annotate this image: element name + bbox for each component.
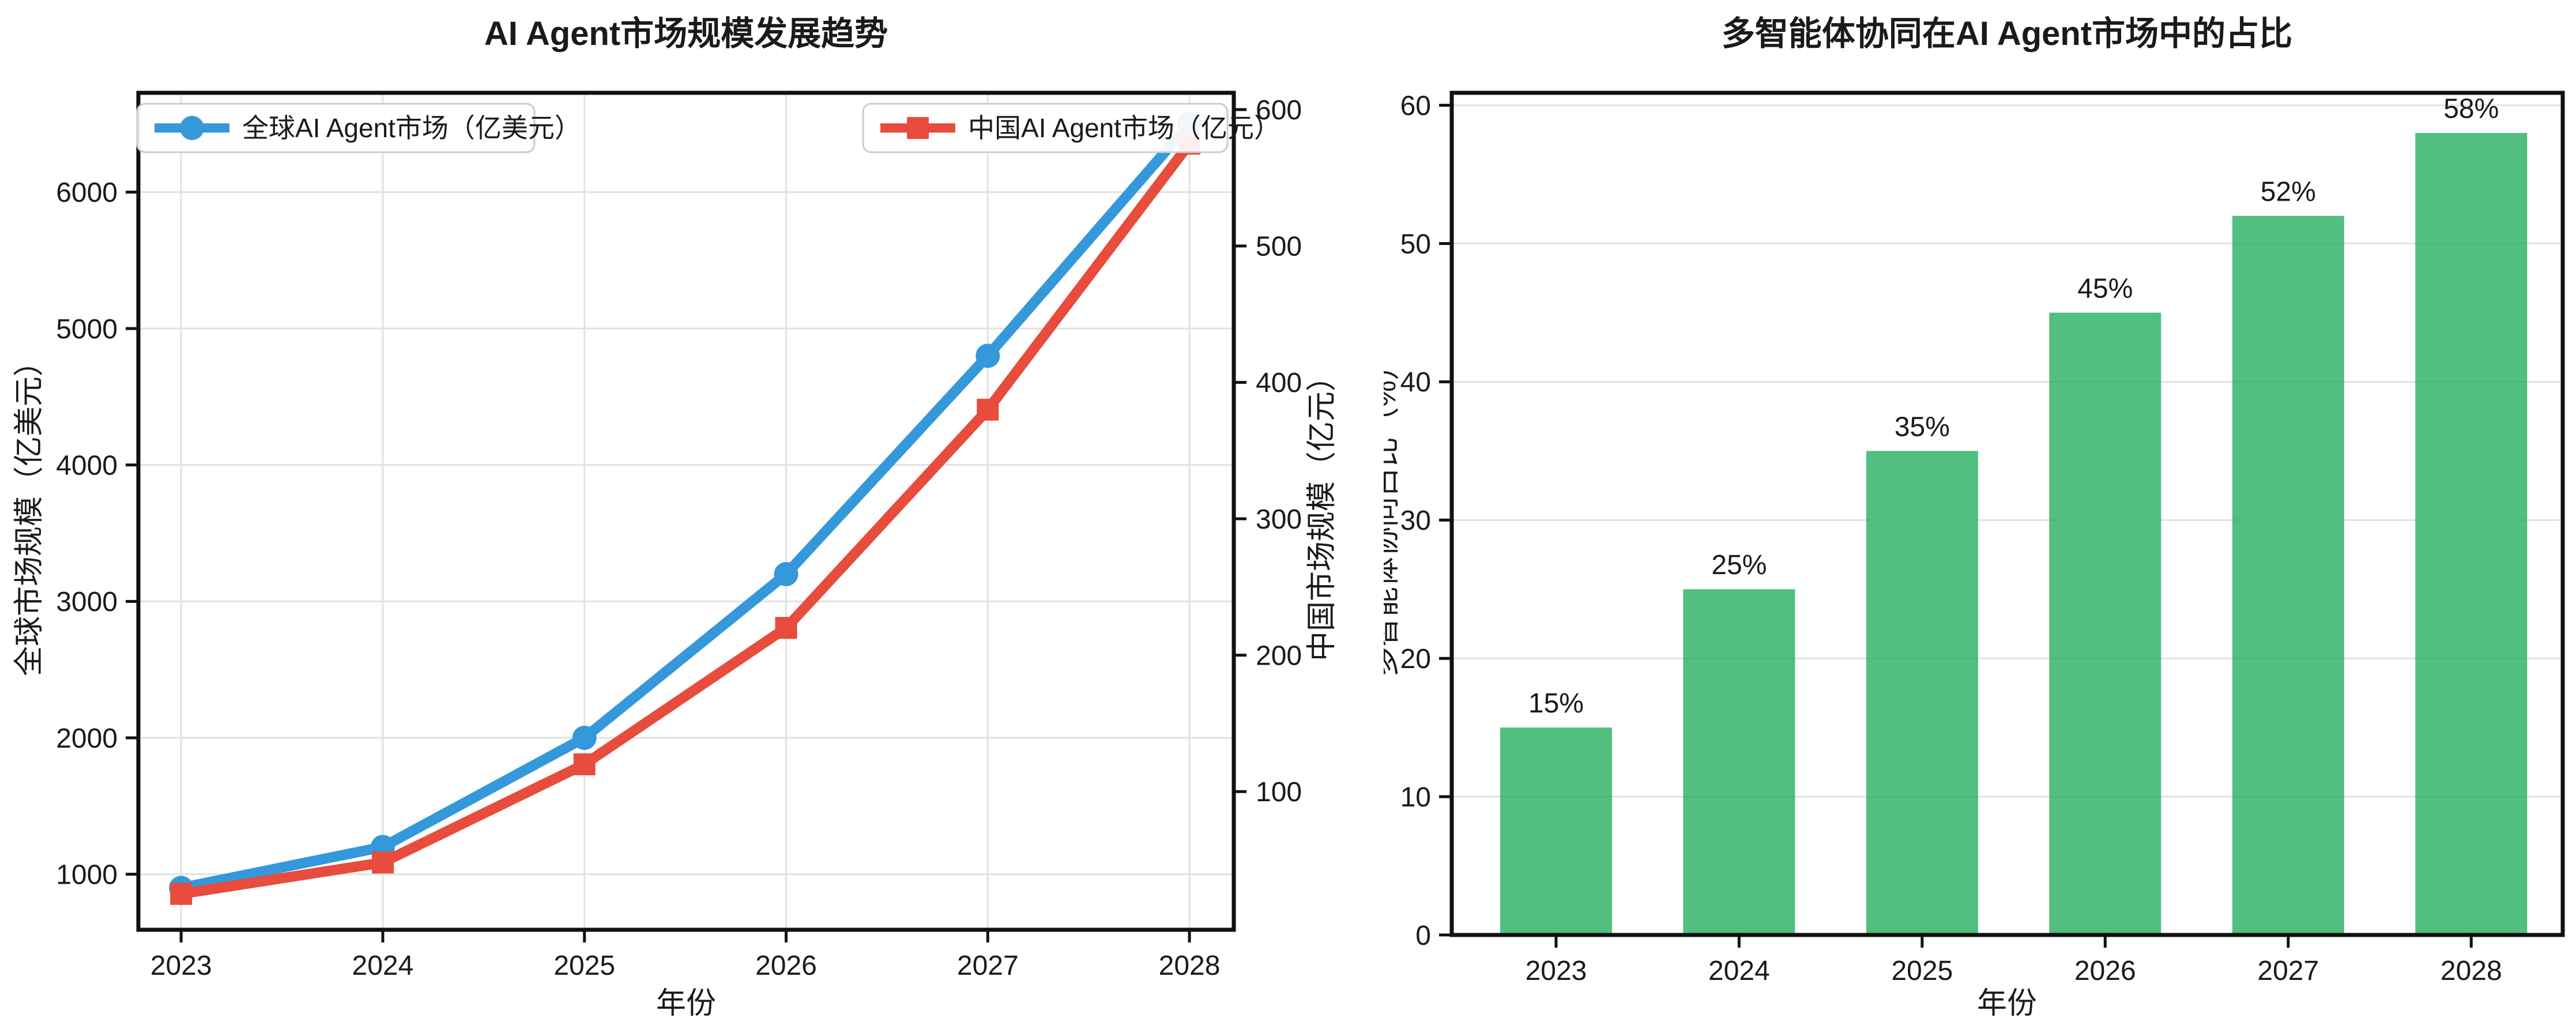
right-chart-axes: 0 10 20 30 40 50 60 2023 2024 2025 2026 2027 2028 <box>1400 90 2502 986</box>
bar-value-label: 52% <box>2261 177 2316 208</box>
y-tick-label: 50 <box>1400 229 1431 259</box>
y-tick-label-left: 3000 <box>56 587 118 617</box>
x-tick-label: 2024 <box>352 951 414 981</box>
bar-value-label: 25% <box>1711 550 1767 580</box>
data-point-china <box>977 398 999 421</box>
data-point-global <box>976 344 1000 368</box>
y-tick-label-right: 500 <box>1256 232 1302 262</box>
bar <box>2232 216 2344 935</box>
legend-china-marker-icon <box>907 117 929 139</box>
left-plot-border <box>136 90 1236 932</box>
y-tick-label-left: 5000 <box>56 314 118 345</box>
x-tick-label: 2023 <box>1526 956 1587 986</box>
bar <box>1683 589 1795 935</box>
y-tick-label: 0 <box>1415 921 1431 951</box>
bar-value-label: 35% <box>1895 412 1950 442</box>
data-point-global <box>774 561 799 586</box>
left-chart: 1000 2000 3000 4000 5000 6000 100 200 300 400 500 6… <box>13 15 1339 1020</box>
left-chart-title: AI Agent市场规模发展趋势 <box>484 15 888 52</box>
data-point-china <box>371 851 394 874</box>
y-tick-label-left: 2000 <box>56 723 118 754</box>
right-chart-grid <box>1452 104 2563 798</box>
y-tick-label: 60 <box>1400 90 1431 121</box>
legend-china: 中国AI Agent市场（亿元） <box>862 103 1281 153</box>
data-point-china <box>170 883 193 905</box>
bar-value-label: 45% <box>2077 273 2133 304</box>
legend-china-label: 中国AI Agent市场（亿元） <box>968 113 1281 143</box>
line-global <box>180 120 1193 893</box>
right-chart-xlabel: 年份 <box>1977 987 2037 1020</box>
bar <box>2049 312 2161 935</box>
x-tick-label: 2027 <box>957 951 1019 981</box>
y-tick-label-right: 400 <box>1256 368 1302 398</box>
y-tick-label-right: 100 <box>1256 777 1302 808</box>
bar <box>1866 451 1978 935</box>
x-tick-label: 2024 <box>1708 956 1770 986</box>
left-chart-xlabel: 年份 <box>656 987 716 1020</box>
left-chart-ylabel-left: 全球市场规模（亿美元） <box>13 346 46 676</box>
right-chart-title: 多智能体协同在AI Agent市场中的占比 <box>1722 15 2292 52</box>
y-tick-label-left: 1000 <box>56 859 118 890</box>
right-chart: 15% 25% 35% 45% 52% 58% 0 10 20 30 40 50 60 2023 2024… <box>1384 15 2565 1020</box>
x-tick-label: 2028 <box>1159 951 1221 981</box>
data-point-global <box>572 725 597 750</box>
left-chart-axes: 1000 2000 3000 4000 5000 6000 100 200 300 400 500 6… <box>56 95 1302 981</box>
legend-global-label: 全球AI Agent市场（亿美元） <box>242 113 581 143</box>
y-tick-label: 10 <box>1400 782 1431 813</box>
left-chart-grid <box>138 93 1234 930</box>
data-point-china <box>775 617 797 639</box>
x-tick-label: 2026 <box>2074 956 2136 986</box>
legend-global-marker-icon <box>180 116 204 140</box>
x-tick-label: 2027 <box>2257 956 2319 986</box>
right-plot-border <box>1449 90 2565 937</box>
bar <box>2415 133 2528 936</box>
legend-global: 全球AI Agent市场（亿美元） <box>136 103 581 153</box>
left-chart-series <box>169 111 1202 905</box>
y-tick-label-right: 600 <box>1256 95 1302 126</box>
bar <box>1500 727 1612 935</box>
y-tick-label: 40 <box>1400 367 1431 398</box>
y-tick-label-right: 200 <box>1256 640 1302 671</box>
right-chart-ylabel: 多智能体协同占比（%） <box>1384 350 1402 677</box>
x-tick-label: 2025 <box>553 951 615 981</box>
bar-value-label: 15% <box>1528 688 1584 719</box>
x-tick-label: 2028 <box>2441 956 2502 986</box>
x-tick-label: 2023 <box>150 951 212 981</box>
legend-global-box <box>136 103 536 153</box>
legend-china-box <box>862 103 1229 153</box>
y-tick-label: 30 <box>1400 506 1431 536</box>
y-tick-label-left: 6000 <box>56 178 118 208</box>
left-chart-ylabel-right: 中国市场规模（亿元） <box>1305 361 1339 661</box>
right-chart-bars: 15% 25% 35% 45% 52% 58% <box>1500 94 2528 936</box>
x-tick-label: 2025 <box>1891 956 1953 986</box>
bar-value-label: 58% <box>2443 94 2499 125</box>
x-tick-label: 2026 <box>755 951 817 981</box>
y-tick-label: 20 <box>1400 644 1431 674</box>
y-tick-label-left: 4000 <box>56 450 118 481</box>
y-tick-label-right: 300 <box>1256 504 1302 535</box>
line-china <box>180 140 1194 899</box>
data-point-china <box>573 753 596 775</box>
